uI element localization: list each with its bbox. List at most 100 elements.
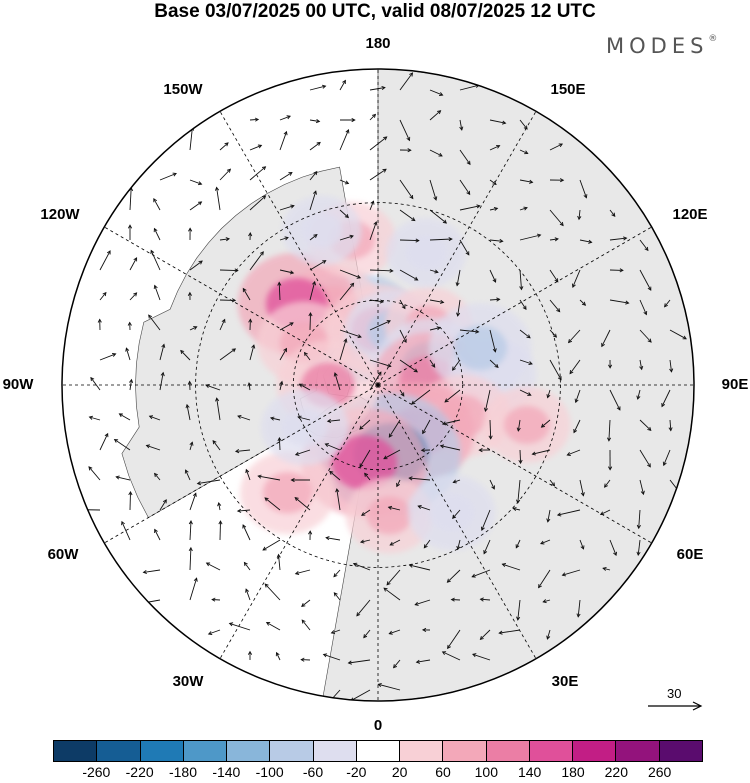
wind-vector bbox=[639, 329, 652, 343]
wind-vector-head bbox=[415, 659, 421, 664]
wind-vector-head bbox=[308, 530, 313, 535]
wind-vector-head bbox=[315, 119, 321, 124]
wind-vector-head bbox=[153, 284, 158, 289]
colorbar-segment bbox=[658, 741, 702, 761]
wind-vector-head bbox=[636, 395, 641, 400]
wind-vector bbox=[639, 239, 649, 251]
colorbar-tick-label: 180 bbox=[561, 764, 585, 780]
wind-vector-head bbox=[647, 426, 652, 431]
wind-vector bbox=[279, 348, 287, 361]
wind-vector-head bbox=[611, 212, 616, 217]
wind-vector bbox=[301, 619, 311, 631]
wind-vector-head bbox=[162, 499, 167, 504]
wind-vector-head bbox=[247, 382, 252, 387]
wind-vector-head bbox=[483, 407, 489, 413]
wind-vector-head bbox=[401, 305, 406, 310]
wind-vector bbox=[99, 250, 111, 271]
wind-vector-head bbox=[519, 286, 524, 291]
wind-vector bbox=[546, 629, 551, 640]
wind-vector-head bbox=[409, 72, 414, 77]
wind-vector bbox=[249, 344, 255, 361]
wind-vector bbox=[472, 569, 491, 578]
wind-vector bbox=[429, 179, 437, 201]
wind-vector bbox=[452, 509, 461, 519]
wind-vector bbox=[415, 599, 431, 606]
wind-vector bbox=[639, 359, 643, 370]
wind-vector-head bbox=[554, 278, 559, 283]
wind-vector bbox=[242, 288, 251, 301]
meridian-line bbox=[219, 111, 379, 386]
wind-vector bbox=[429, 327, 441, 331]
wind-vector-head bbox=[639, 365, 644, 371]
wind-vector-head bbox=[359, 539, 365, 544]
meridian-line bbox=[104, 226, 379, 386]
reference-vector bbox=[648, 701, 703, 711]
colorbar-tick-label: -220 bbox=[125, 764, 154, 780]
wind-vector bbox=[159, 372, 164, 391]
wind-vector bbox=[489, 419, 492, 439]
wind-vector bbox=[159, 499, 167, 511]
wind-vector bbox=[452, 359, 461, 371]
wind-vector-head bbox=[127, 224, 133, 229]
anomaly-blob-core bbox=[262, 472, 313, 514]
wind-vector-head bbox=[298, 383, 304, 388]
wind-vector-head bbox=[558, 143, 564, 148]
wind-vector-head bbox=[566, 452, 571, 456]
colorbar-segment bbox=[399, 741, 443, 761]
wind-vector-head bbox=[466, 190, 471, 196]
colorbar-segment bbox=[139, 741, 183, 761]
wind-vector bbox=[399, 119, 410, 141]
lon-60w-label: 60W bbox=[47, 546, 79, 563]
meridian-line bbox=[377, 111, 537, 386]
wind-vector bbox=[279, 205, 295, 211]
wind-vector-head bbox=[501, 563, 506, 568]
wind-vector-head bbox=[289, 322, 294, 327]
colorbar-segment bbox=[182, 741, 227, 761]
wind-vector bbox=[219, 521, 221, 541]
wind-vector bbox=[567, 449, 581, 456]
wind-vector bbox=[639, 479, 644, 495]
wind-vector-head bbox=[301, 603, 306, 607]
wind-vector bbox=[339, 338, 347, 361]
wind-vector-head bbox=[452, 514, 457, 520]
wind-vector-head bbox=[640, 490, 645, 496]
wind-vector bbox=[150, 250, 161, 271]
wind-vector bbox=[90, 377, 101, 391]
wind-vector-head bbox=[625, 300, 630, 305]
wind-vector bbox=[663, 449, 671, 466]
wind-vector bbox=[309, 312, 311, 331]
wind-vector-head bbox=[456, 545, 461, 551]
wind-vector-head bbox=[496, 297, 501, 302]
anomaly-blob-core bbox=[405, 235, 447, 271]
wind-vector-head bbox=[422, 429, 426, 435]
wind-vector-head bbox=[142, 600, 147, 605]
wind-vector bbox=[153, 198, 161, 211]
wind-vector-head bbox=[142, 569, 147, 575]
wind-vector bbox=[549, 269, 559, 283]
wind-vector bbox=[639, 449, 651, 468]
wind-vector-head bbox=[552, 333, 558, 338]
wind-vector bbox=[249, 144, 262, 151]
wind-vector-head bbox=[370, 200, 375, 205]
wind-vector-head bbox=[214, 186, 220, 191]
wind-vector-head bbox=[326, 700, 331, 701]
wind-vector-head bbox=[211, 597, 216, 602]
wind-vector-head bbox=[289, 270, 295, 275]
wind-vector bbox=[609, 209, 616, 217]
wind-vector bbox=[189, 326, 197, 331]
wind-vector-head bbox=[154, 528, 158, 534]
wind-vector bbox=[459, 119, 463, 130]
wind-vector-head bbox=[546, 518, 551, 523]
wind-vector bbox=[339, 179, 349, 184]
wind-vector bbox=[579, 179, 587, 198]
wind-vector bbox=[295, 569, 311, 575]
wind-vector bbox=[481, 509, 491, 531]
wind-vector-head bbox=[228, 622, 234, 627]
wind-vector-head bbox=[218, 520, 223, 525]
wind-vector-head bbox=[668, 427, 673, 432]
colorbar-tick-label: 20 bbox=[391, 764, 408, 780]
wind-vector-head bbox=[364, 472, 369, 477]
wind-vector-head bbox=[279, 380, 284, 386]
wind-vector-head bbox=[231, 298, 237, 303]
wind-vector-head bbox=[588, 239, 593, 244]
